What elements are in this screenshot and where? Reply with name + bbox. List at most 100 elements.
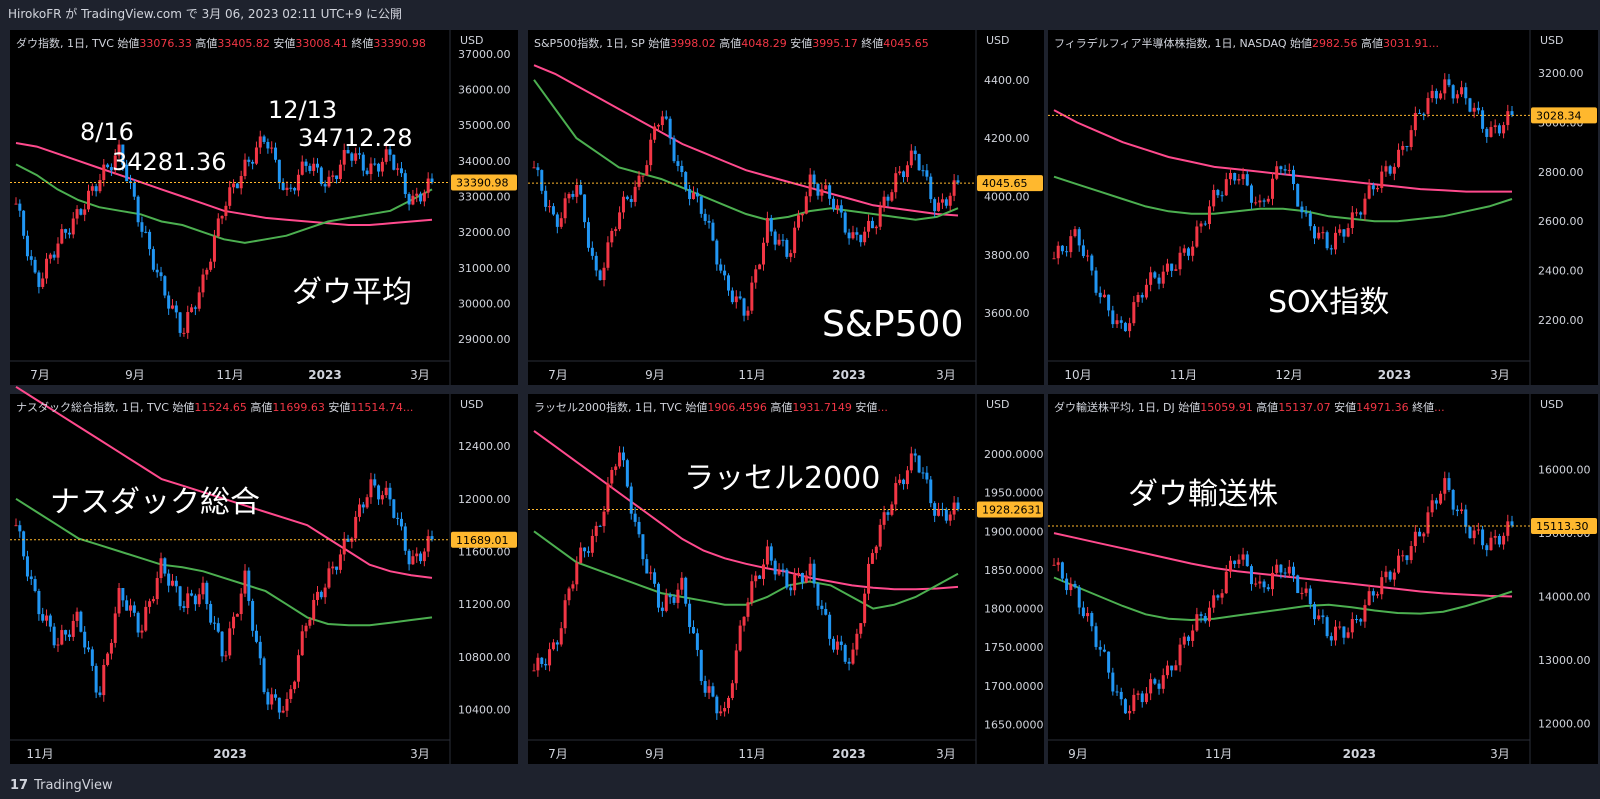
chart-annotation: S&P500 [822,304,963,345]
legend-ohlc-value: 3995.17 [812,37,861,50]
legend-ohlc-value: 14971.36 [1356,401,1412,414]
moving-average-fast [15,497,433,627]
y-tick-label: 3600.00 [984,307,1030,320]
candle-body [312,163,316,171]
legend-ohlc-key: 高値 [1361,36,1383,50]
candle-body [1384,166,1388,172]
candle-body [182,332,186,334]
candle-body [1476,107,1480,111]
candle-body [216,623,220,632]
candle-body [1426,512,1430,534]
candle-body [1371,185,1375,190]
candle-body [1077,587,1081,608]
candle-body [797,573,801,575]
candle-body [45,615,49,621]
candle-body [182,606,186,608]
chart-panel-3: USD3200.003000.002800.002600.002400.0022… [1048,30,1598,385]
candle-body [1434,500,1438,504]
candle-body [870,220,874,229]
candle-body [331,566,335,569]
tradingview-brand[interactable]: TradingView [34,778,113,793]
candle-body [98,180,102,192]
candle-body [1401,145,1405,150]
candle-body [913,453,917,456]
moving-average-fast [533,79,959,221]
chart-panel-5: USD 2000.0000 1950.0000 1900.0000 1850.0000 1… [528,394,1044,764]
legend-ohlc-key: 高値 [719,36,741,50]
y-tick-label: 1800.0000 [984,603,1044,616]
candle-body [847,232,851,239]
candle-body [300,161,304,175]
last-price-value: 11689.01 [456,534,509,547]
candle-body [300,631,304,656]
candle-body [1367,185,1371,199]
tradingview-logo-icon[interactable]: 17 [10,778,29,793]
candle-body [1506,521,1510,536]
candle-body [71,620,75,637]
candle-body [769,546,773,561]
candle-body [235,183,239,189]
candle-body [361,504,365,508]
candle-body [274,694,278,698]
candle-body [186,593,190,608]
candle-body [419,553,423,562]
candle-body [1439,493,1443,504]
candle-body [67,634,71,637]
candle-body [388,487,392,500]
candle-body [1102,649,1106,652]
candle-body [109,642,113,654]
candle-body [645,559,649,574]
legend-ohlc-value: 3031.91... [1383,37,1439,50]
candle-body [1178,252,1182,270]
candle-body [684,172,688,190]
candle-body [948,195,952,206]
candle-body [940,199,944,203]
candle-body [839,205,843,213]
candle-body [804,575,808,583]
legend-ohlc-key: 始値 [1178,400,1200,414]
candle-body [251,161,255,164]
candle-body [1405,145,1409,148]
candle-body [726,697,730,709]
candle-body [563,198,567,219]
candle-body [571,584,575,589]
candle-body [56,644,60,646]
candle-body [594,255,598,271]
candle-body [575,562,579,585]
candle-body [266,141,270,149]
legend-ohlc-value: 15059.91 [1200,401,1256,414]
candle-body [1313,604,1317,620]
candle-body [232,616,236,629]
candle-body [789,253,793,257]
candle-body [1060,245,1064,252]
candle-body [1460,87,1464,95]
candle-body [1472,530,1476,539]
candle-body [1140,294,1144,298]
candle-body [14,525,18,527]
candle-body [327,568,331,588]
last-price-badge [451,174,517,191]
y-tick-label: 29000.00 [458,333,511,346]
candle-body [289,187,293,189]
candle-body [1228,560,1232,572]
currency-label: USD [1540,34,1564,47]
legend-ohlc-key: 高値 [195,36,217,50]
candle-body [232,183,236,188]
chart-panel-4: USD 12400.00 12000.00 11600.00 11200.00 10800… [10,385,518,764]
candle-body [1321,615,1325,618]
candle-body [820,605,824,609]
candle-body [905,470,909,485]
candle-body [113,155,117,171]
candle-body [691,192,695,200]
candle-body [754,575,758,582]
candle-body [1283,572,1287,574]
candle-body [155,269,159,273]
candle-body [898,171,902,174]
candle-body [886,196,890,201]
candle-body [106,164,110,168]
candle-body [664,116,668,119]
candle-body [656,125,660,127]
candle-body [699,649,703,682]
candle-body [365,497,369,508]
candle-body [426,178,430,193]
